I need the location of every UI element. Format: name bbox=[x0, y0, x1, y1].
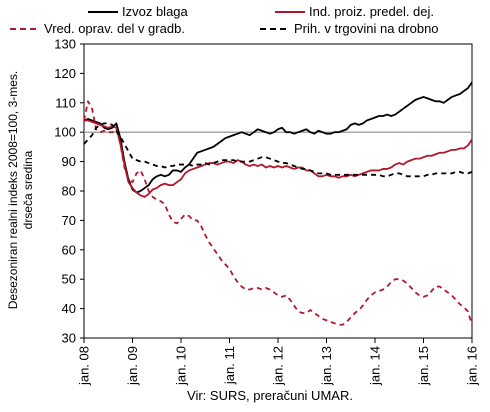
x-tick-label: jan. 08 bbox=[77, 346, 92, 386]
y-tick-label: 80 bbox=[62, 184, 76, 199]
y-tick-label: 120 bbox=[54, 66, 76, 81]
y-axis-label-line2: drseča sredina bbox=[21, 150, 35, 229]
x-tick-label: jan. 13 bbox=[319, 346, 334, 386]
y-tick-label: 110 bbox=[55, 95, 76, 110]
x-tick-label: jan. 09 bbox=[125, 346, 140, 386]
y-axis-label-line1: Desezoniran realni indeks 2008=100, 3-me… bbox=[6, 71, 20, 309]
y-tick-label: 100 bbox=[54, 125, 76, 140]
legend: Izvoz blaga Ind. proiz. predel. dej. Vre… bbox=[10, 4, 439, 36]
x-tick-label: jan. 15 bbox=[416, 346, 431, 386]
x-tick-label: jan. 11 bbox=[222, 346, 237, 385]
x-tick-label: jan. 10 bbox=[174, 346, 189, 386]
y-tick-label: 130 bbox=[54, 37, 76, 52]
legend-label-prih-trg: Prih. v trgovini na drobno bbox=[294, 21, 439, 36]
series-line-1 bbox=[84, 119, 473, 198]
legend-label-izvoz: Izvoz blaga bbox=[122, 4, 189, 19]
series-line-0 bbox=[83, 81, 473, 194]
plot-border bbox=[83, 43, 473, 339]
y-tick-label: 50 bbox=[62, 272, 76, 287]
y-tick-label: 60 bbox=[62, 242, 76, 257]
x-tick-label: jan. 12 bbox=[271, 346, 286, 386]
plot-area bbox=[83, 43, 473, 339]
x-axis: jan. 08 jan. 09 jan. 10 jan. 11 jan. 12 jan. … bbox=[77, 338, 480, 386]
legend-label-vred-oprav: Vred. oprav. del v gradb. bbox=[44, 21, 185, 36]
y-tick-label: 90 bbox=[62, 154, 76, 169]
y-tick-label: 70 bbox=[62, 213, 76, 228]
series-line-3 bbox=[83, 122, 473, 178]
y-axis: 30 40 50 60 70 80 90 100 110 120 130 bbox=[54, 37, 84, 346]
y-axis-label: Desezoniran realni indeks 2008=100, 3-me… bbox=[6, 71, 35, 309]
series-line-2 bbox=[83, 100, 473, 326]
x-tick-label: jan. 16 bbox=[465, 346, 480, 386]
x-tick-label: jan. 14 bbox=[368, 346, 383, 386]
y-tick-label: 40 bbox=[62, 301, 76, 316]
series-layer bbox=[83, 81, 473, 326]
y-tick-label: 30 bbox=[62, 331, 76, 346]
source-note: Vir: SURS, preračuni UMAR. bbox=[187, 388, 353, 403]
legend-label-ind-proiz: Ind. proiz. predel. dej. bbox=[309, 4, 434, 19]
